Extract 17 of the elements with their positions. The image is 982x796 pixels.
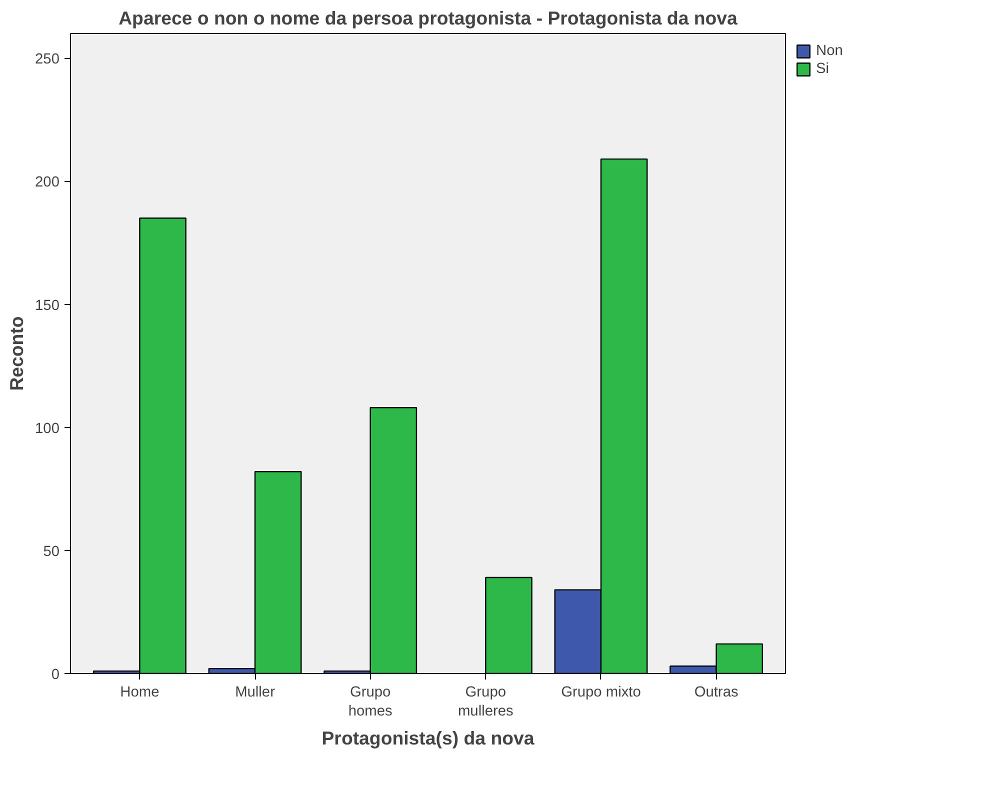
x-tick-label: Grupo mixto — [561, 684, 641, 700]
x-tick-label: Grupo homes — [348, 684, 392, 720]
y-axis-title: Reconto — [6, 316, 28, 391]
y-tick-label: 0 — [51, 667, 60, 683]
y-tick-label: 100 — [35, 420, 60, 437]
y-tick-label: 250 — [35, 52, 60, 68]
x-axis-title: Protagonista(s) da nova — [322, 728, 535, 749]
x-tick-label: Outras — [694, 684, 738, 700]
chart-title: Aparece o non o nome da persoa protagonista - Protagonista da nova — [118, 8, 738, 28]
y-tick-label: 150 — [35, 298, 60, 314]
legend-label: Si — [816, 61, 830, 77]
x-tick-label: Muller — [235, 684, 276, 700]
y-tick-label: 50 — [43, 544, 60, 560]
legend-label: Non — [816, 43, 843, 59]
x-tick-label: Grupo mulleres — [458, 684, 514, 720]
x-tick-label: Home — [120, 684, 160, 700]
y-tick-label: 200 — [35, 174, 60, 191]
